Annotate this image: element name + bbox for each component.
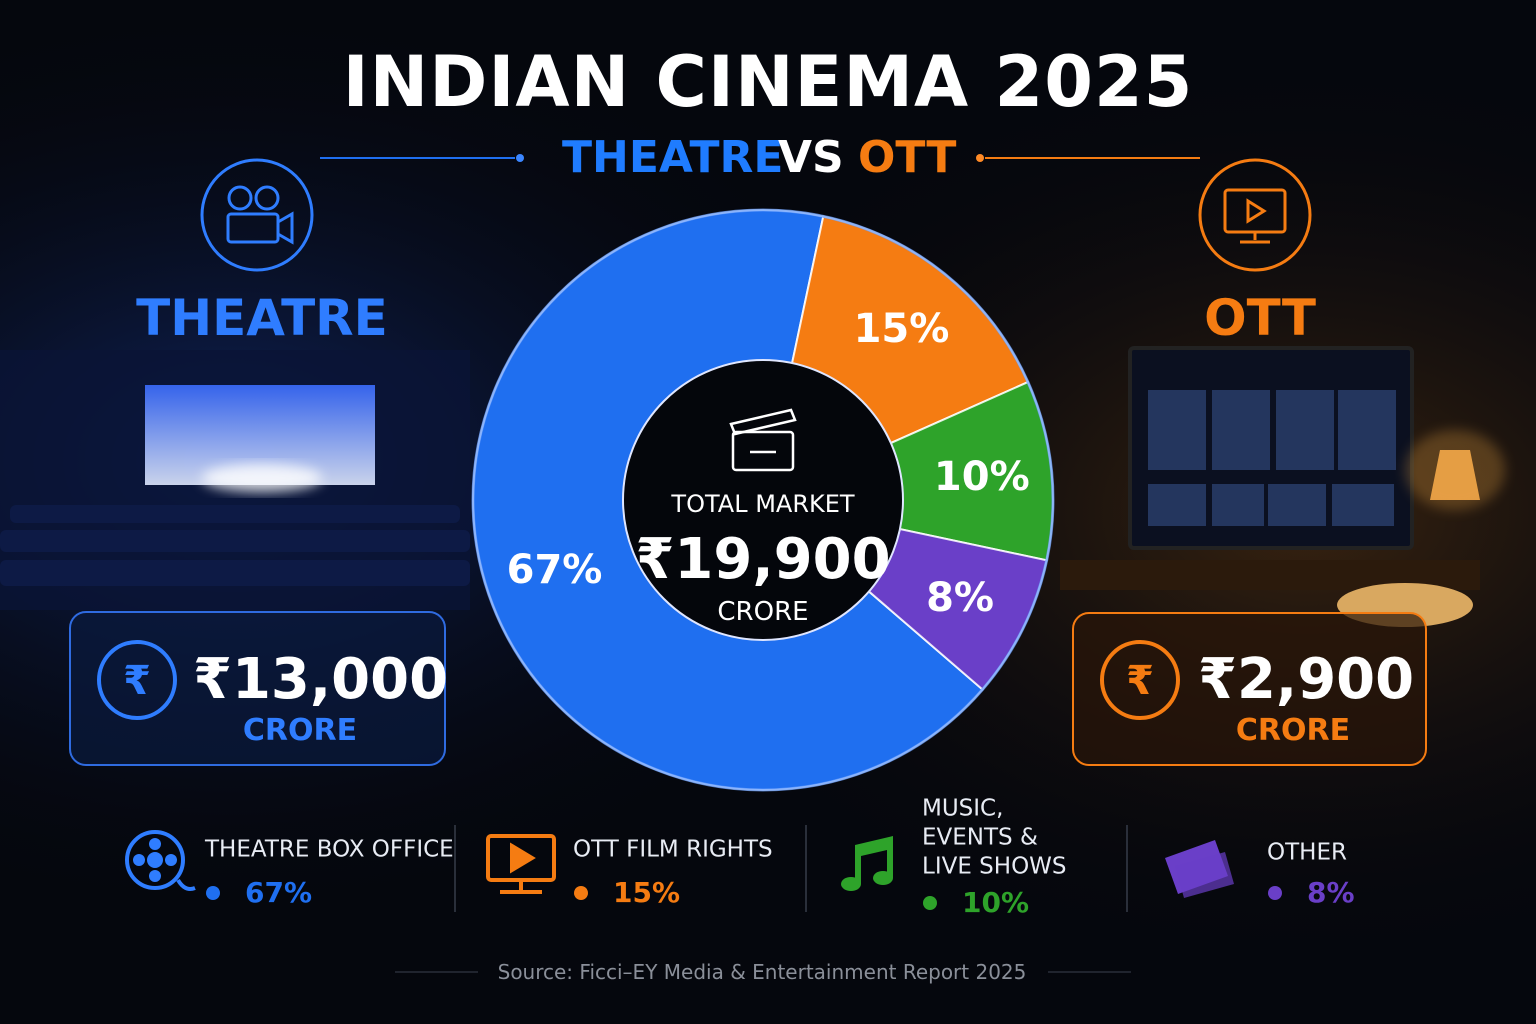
panel-unit: CRORE <box>1235 713 1351 748</box>
theatre-panel <box>69 611 446 766</box>
ott-scene <box>1060 346 1505 627</box>
legend-dot <box>206 886 220 900</box>
rupee-glyph: ₹ <box>123 658 151 704</box>
clapper-icon <box>729 408 797 472</box>
legend-dot <box>923 896 937 910</box>
legend-dot <box>574 886 588 900</box>
rupee-icon <box>97 640 177 720</box>
panel-title: THEATRE <box>136 289 388 347</box>
source: Source: Ficci–EY Media & Entertainment R… <box>497 960 1027 984</box>
ott-panel <box>1072 612 1427 766</box>
slice-label: 8% <box>926 574 995 621</box>
subtitle-rules <box>320 154 1200 162</box>
rupee-icon <box>1100 640 1180 720</box>
legend-name: OTT FILM RIGHTS <box>573 836 773 863</box>
subtitle-theatre: THEATRE <box>562 132 784 183</box>
panel-amount: ₹2,900 <box>1198 647 1415 712</box>
center-value: ₹19,900 <box>635 527 891 592</box>
title: INDIAN CINEMA 2025 <box>342 41 1194 123</box>
panel-title: OTT <box>1204 289 1316 347</box>
legend-value: 67% <box>245 876 313 909</box>
legend-dots <box>206 886 1282 910</box>
subtitle-vs: VS <box>778 132 844 183</box>
legend-value: 15% <box>613 876 681 909</box>
center-label: TOTAL MARKET <box>671 490 855 518</box>
donut-rim <box>471 208 1055 792</box>
panel-unit: CRORE <box>242 713 358 748</box>
subtitle-ott: OTT <box>858 132 957 183</box>
legend-value: 8% <box>1307 876 1355 909</box>
legend-value: 10% <box>962 886 1030 919</box>
donut-hole <box>622 359 904 641</box>
rupee-glyph: ₹ <box>1126 658 1154 704</box>
slice-label: 15% <box>853 306 950 353</box>
theatre-icon <box>200 158 314 272</box>
ott-icon <box>1198 158 1312 272</box>
theatre-scene <box>0 350 470 610</box>
panel-amount: ₹13,000 <box>193 647 449 712</box>
legend-name: THEATRE BOX OFFICE <box>205 836 454 863</box>
legend-name: MUSIC, EVENTS & LIVE SHOWS <box>922 795 1067 880</box>
legend-dot <box>1268 886 1282 900</box>
slice-label: 67% <box>506 547 603 594</box>
legend-icons <box>125 830 1234 898</box>
legend-separators <box>454 825 1128 912</box>
slice-label: 10% <box>933 454 1030 500</box>
legend-name: OTHER <box>1267 839 1347 866</box>
center-unit: CRORE <box>717 597 809 627</box>
